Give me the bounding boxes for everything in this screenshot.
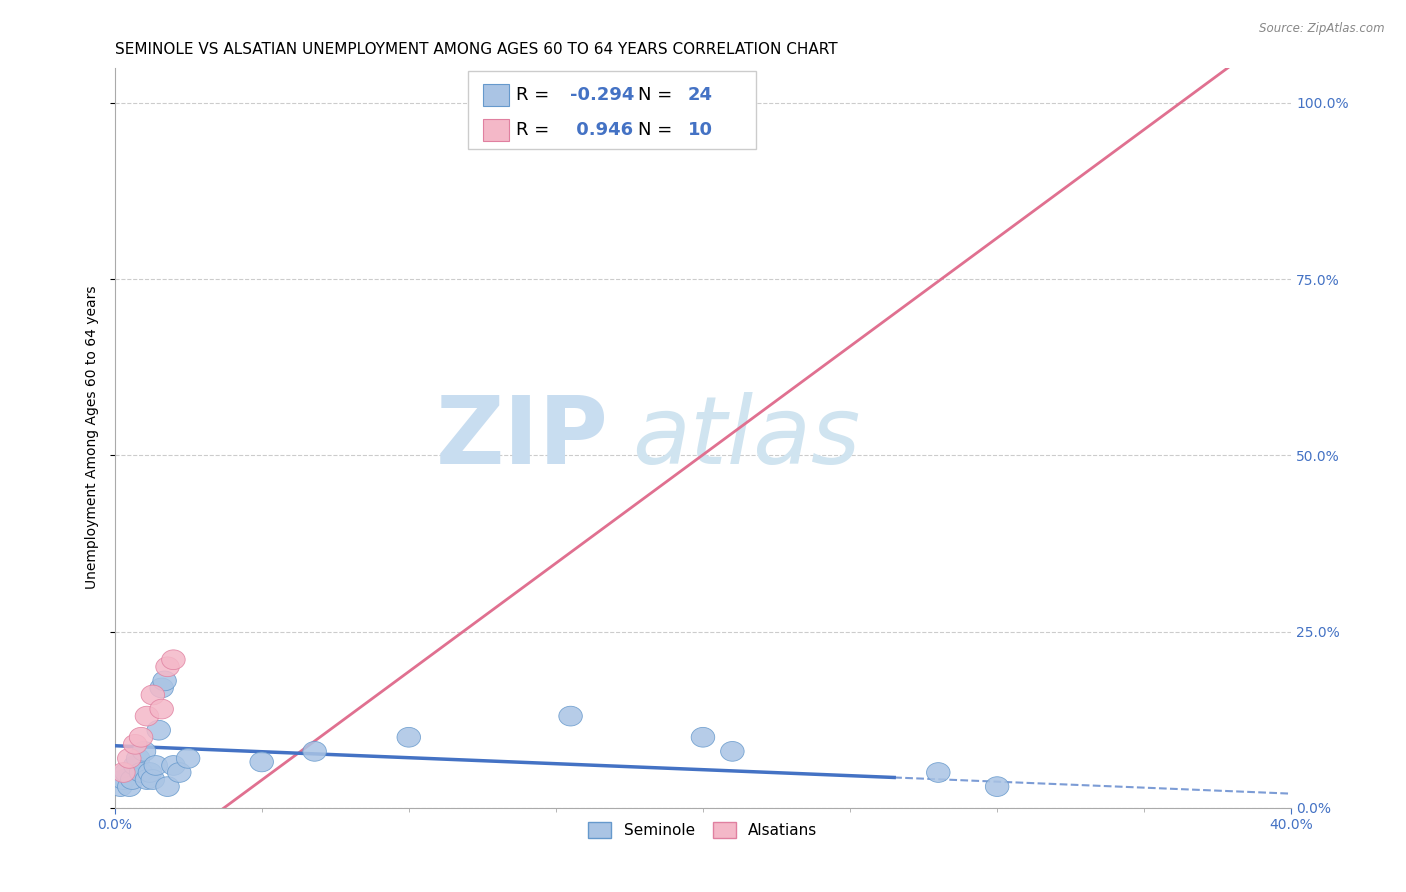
FancyBboxPatch shape: [482, 84, 509, 106]
FancyBboxPatch shape: [482, 119, 509, 141]
Ellipse shape: [721, 93, 744, 112]
Ellipse shape: [156, 657, 180, 677]
Ellipse shape: [141, 685, 165, 705]
Text: N =: N =: [638, 86, 678, 103]
Ellipse shape: [121, 770, 143, 789]
Ellipse shape: [118, 777, 141, 797]
Text: 10: 10: [688, 121, 713, 139]
Y-axis label: Unemployment Among Ages 60 to 64 years: Unemployment Among Ages 60 to 64 years: [86, 286, 100, 590]
Ellipse shape: [692, 727, 714, 747]
Text: N =: N =: [638, 121, 678, 139]
Text: 0.946: 0.946: [569, 121, 633, 139]
Ellipse shape: [129, 763, 153, 782]
Text: Source: ZipAtlas.com: Source: ZipAtlas.com: [1260, 22, 1385, 36]
Ellipse shape: [129, 727, 153, 747]
Ellipse shape: [156, 777, 180, 797]
Ellipse shape: [148, 721, 170, 740]
Ellipse shape: [135, 770, 159, 789]
Text: R =: R =: [516, 121, 555, 139]
Text: SEMINOLE VS ALSATIAN UNEMPLOYMENT AMONG AGES 60 TO 64 YEARS CORRELATION CHART: SEMINOLE VS ALSATIAN UNEMPLOYMENT AMONG …: [114, 42, 837, 57]
Ellipse shape: [124, 756, 148, 775]
Ellipse shape: [135, 706, 159, 726]
Ellipse shape: [111, 763, 135, 782]
Ellipse shape: [167, 763, 191, 782]
Ellipse shape: [162, 756, 186, 775]
Ellipse shape: [138, 763, 162, 782]
Text: atlas: atlas: [633, 392, 860, 483]
Ellipse shape: [986, 777, 1010, 797]
Ellipse shape: [124, 734, 148, 754]
Ellipse shape: [250, 752, 273, 772]
Ellipse shape: [396, 727, 420, 747]
Ellipse shape: [153, 671, 176, 690]
Ellipse shape: [111, 770, 135, 789]
Legend: Seminole, Alsatians: Seminole, Alsatians: [582, 816, 824, 845]
Ellipse shape: [721, 741, 744, 761]
Text: R =: R =: [516, 86, 555, 103]
Ellipse shape: [127, 748, 150, 768]
Ellipse shape: [302, 741, 326, 761]
Text: 24: 24: [688, 86, 713, 103]
Ellipse shape: [150, 678, 173, 698]
FancyBboxPatch shape: [468, 71, 756, 149]
Text: ZIP: ZIP: [436, 392, 609, 483]
Text: -0.294: -0.294: [569, 86, 634, 103]
Ellipse shape: [108, 777, 132, 797]
Ellipse shape: [114, 763, 138, 782]
Ellipse shape: [132, 741, 156, 761]
Ellipse shape: [143, 756, 167, 775]
Ellipse shape: [150, 699, 173, 719]
Ellipse shape: [118, 748, 141, 768]
Ellipse shape: [176, 748, 200, 768]
Ellipse shape: [141, 770, 165, 789]
Ellipse shape: [162, 650, 186, 670]
Ellipse shape: [927, 763, 950, 782]
Ellipse shape: [558, 706, 582, 726]
